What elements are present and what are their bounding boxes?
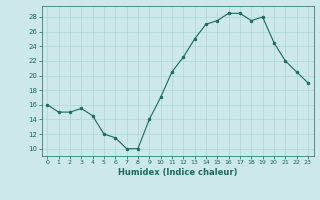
X-axis label: Humidex (Indice chaleur): Humidex (Indice chaleur)	[118, 168, 237, 177]
